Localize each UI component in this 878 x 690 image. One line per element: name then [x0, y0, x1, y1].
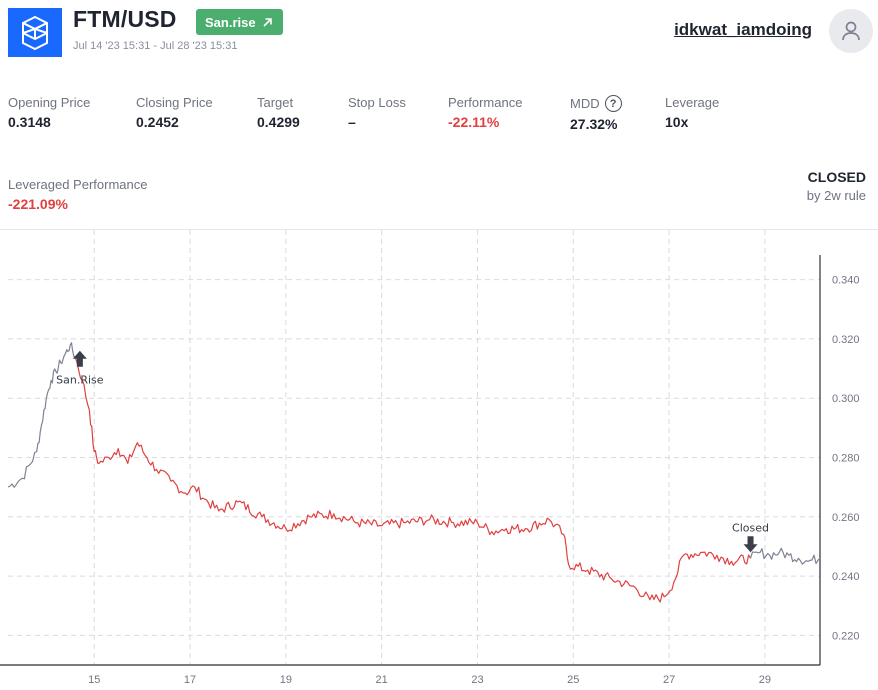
- stat-label: Performance: [448, 95, 523, 110]
- x-tick-label: 23: [471, 674, 483, 686]
- stat-label: MDD: [570, 96, 600, 111]
- x-tick-label: 17: [184, 674, 196, 686]
- signal-badge[interactable]: San.rise: [196, 9, 283, 35]
- x-tick-label: 15: [88, 674, 100, 686]
- y-tick-label: 0.260: [832, 512, 860, 524]
- y-tick-label: 0.240: [832, 571, 860, 583]
- annotation-label: Closed: [732, 521, 769, 534]
- stat-value: 0.2452: [136, 114, 179, 130]
- stat-label: Opening Price: [8, 95, 91, 110]
- x-tick-label: 29: [759, 674, 771, 686]
- price-chart[interactable]: 0.340 0.320 0.300 0.280 0.260 0.240 0.220 15 17 1…: [0, 230, 878, 690]
- divider: [0, 229, 878, 230]
- arrow-down-icon: [743, 536, 758, 553]
- x-tick-label: 21: [376, 674, 388, 686]
- y-tick-label: 0.220: [832, 630, 860, 642]
- stat-performance: Performance -22.11%: [448, 95, 522, 130]
- help-icon[interactable]: ?: [604, 95, 622, 112]
- stat-value: 0.4299: [257, 114, 300, 130]
- series-line-signal-to-close: [74, 356, 752, 603]
- annotation-label: San.Rise: [56, 374, 104, 387]
- stat-closing-price: Closing Price 0.2452: [136, 95, 213, 130]
- fantom-logo: [8, 8, 62, 57]
- y-tick-label: 0.340: [832, 275, 860, 287]
- y-tick-label: 0.300: [832, 393, 860, 405]
- leveraged-performance-label: Leveraged Performance: [8, 177, 148, 192]
- stat-label: Closing Price: [136, 95, 213, 110]
- stat-label: Leverage: [665, 95, 720, 110]
- stat-value: 27.32%: [570, 116, 618, 132]
- x-tick-label: 19: [280, 674, 292, 686]
- series-line-post-close: [749, 547, 821, 565]
- stat-value: 10x: [665, 114, 689, 130]
- stat-value: –: [348, 114, 356, 130]
- stat-leverage: Leverage 10x: [665, 95, 719, 130]
- fantom-logo-icon: [22, 15, 48, 50]
- avatar[interactable]: [829, 9, 873, 53]
- y-tick-label: 0.320: [832, 334, 860, 346]
- status-title: CLOSED: [807, 169, 866, 185]
- stat-mdd: MDD ? 27.32%: [570, 95, 622, 132]
- leveraged-performance: Leveraged Performance -221.09%: [8, 177, 147, 212]
- x-tick-label: 27: [663, 674, 675, 686]
- stat-label: Stop Loss: [348, 95, 406, 110]
- status-subtitle: by 2w rule: [806, 188, 866, 203]
- stat-label: Target: [257, 95, 294, 110]
- stat-stop-loss: Stop Loss –: [348, 95, 406, 130]
- status-block: CLOSED by 2w rule: [807, 169, 866, 203]
- y-tick-label: 0.280: [832, 453, 860, 465]
- signal-badge-label: San.rise: [205, 14, 256, 30]
- stat-target: Target 0.4299: [257, 95, 300, 130]
- series-line-pre-signal: [7, 342, 76, 488]
- date-range: Jul 14 '23 15:31 - Jul 28 '23 15:31: [73, 40, 238, 52]
- x-tick-label: 25: [567, 674, 579, 686]
- username-link[interactable]: idkwat_iamdoing: [674, 20, 812, 39]
- stat-value: 0.3148: [8, 114, 51, 130]
- arrow-up-icon: [72, 350, 87, 367]
- stat-value: -22.11%: [448, 114, 500, 130]
- arrow-up-right-icon: [263, 17, 272, 27]
- pair-title: FTM/USD: [73, 6, 177, 32]
- stat-opening-price: Opening Price 0.3148: [8, 95, 90, 130]
- leveraged-performance-value: -221.09%: [8, 196, 68, 212]
- user-icon: [842, 21, 860, 41]
